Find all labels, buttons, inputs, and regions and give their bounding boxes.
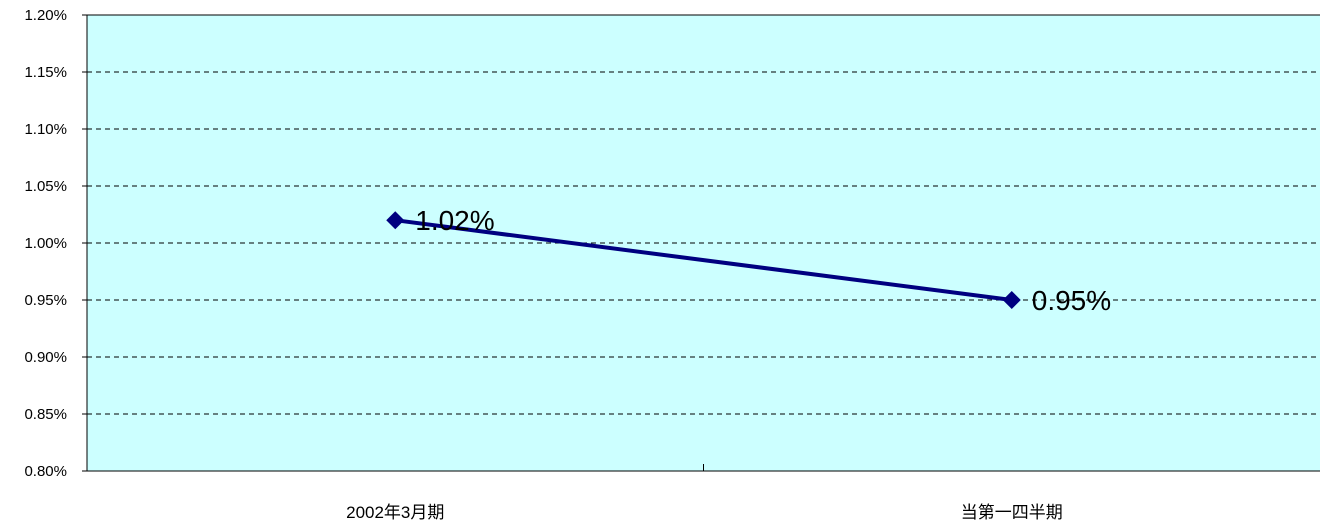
y-tick-label: 1.10% bbox=[24, 121, 67, 138]
x-axis-ticks: 2002年3月期 当第一四半期 bbox=[346, 464, 1063, 522]
y-tick-label: 1.20% bbox=[24, 7, 67, 24]
y-tick-label: 1.15% bbox=[24, 64, 67, 81]
y-tick-label: 1.05% bbox=[24, 178, 67, 195]
data-label: 1.02% bbox=[415, 205, 494, 236]
y-tick-label: 0.85% bbox=[24, 406, 67, 423]
x-tick-label: 2002年3月期 bbox=[346, 503, 444, 522]
data-label: 0.95% bbox=[1032, 285, 1111, 316]
y-tick-label: 0.80% bbox=[24, 463, 67, 480]
x-tick-label: 当第一四半期 bbox=[961, 503, 1063, 522]
y-tick-label: 0.95% bbox=[24, 292, 67, 309]
y-axis-ticks: 0.80% 0.85% 0.90% 0.95% 1.00% 1.05% 1.10% 1.15%… bbox=[24, 7, 87, 480]
y-tick-label: 0.90% bbox=[24, 349, 67, 366]
y-tick-label: 1.00% bbox=[24, 235, 67, 252]
